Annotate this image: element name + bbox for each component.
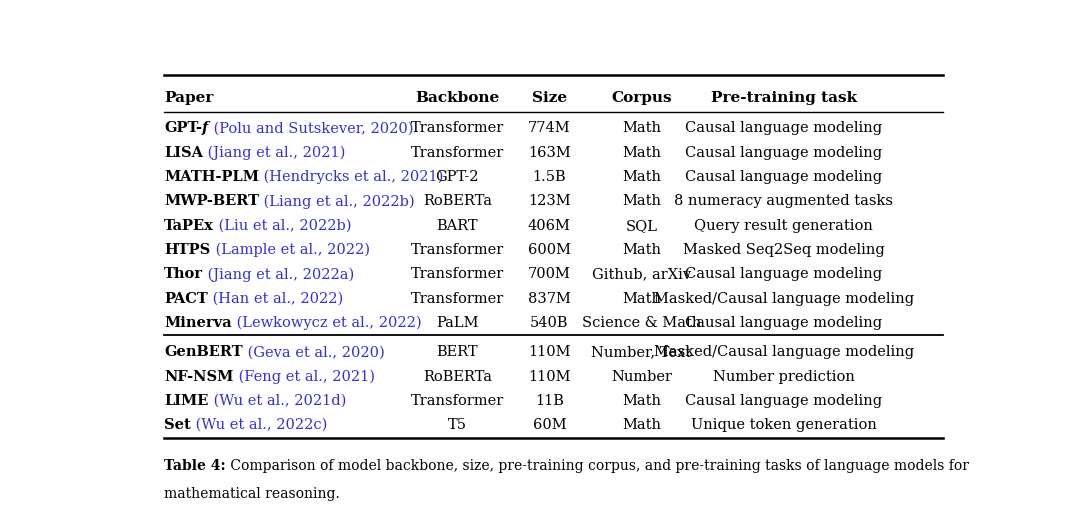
Text: 60M: 60M — [532, 418, 566, 432]
Text: Unique token generation: Unique token generation — [691, 418, 877, 432]
FancyBboxPatch shape — [876, 479, 963, 504]
Text: 774M: 774M — [528, 122, 570, 135]
Text: MATH-PLM: MATH-PLM — [164, 170, 259, 184]
Text: 406M: 406M — [528, 219, 570, 233]
Text: Github, arXiv: Github, arXiv — [592, 267, 691, 281]
Text: Causal language modeling: Causal language modeling — [685, 170, 882, 184]
Text: Causal language modeling: Causal language modeling — [685, 394, 882, 408]
Text: Transformer: Transformer — [410, 267, 504, 281]
Text: f: f — [202, 122, 208, 135]
Text: (Wu et al., 2022c): (Wu et al., 2022c) — [191, 418, 327, 432]
Text: 8 numeracy augmented tasks: 8 numeracy augmented tasks — [674, 194, 893, 208]
Text: 1.5B: 1.5B — [532, 170, 566, 184]
Text: 600M: 600M — [528, 243, 571, 257]
Text: Set: Set — [164, 418, 191, 432]
Text: (Jiang et al., 2022a): (Jiang et al., 2022a) — [203, 267, 354, 281]
Text: GenBERT: GenBERT — [164, 345, 243, 359]
Text: (Wu et al., 2021d): (Wu et al., 2021d) — [208, 394, 346, 408]
Text: (Lample et al., 2022): (Lample et al., 2022) — [211, 243, 369, 258]
Text: Math: Math — [622, 194, 661, 208]
Text: Thor: Thor — [164, 267, 203, 281]
Text: Table 4:: Table 4: — [164, 459, 226, 473]
Text: (Jiang et al., 2021): (Jiang et al., 2021) — [203, 146, 346, 160]
Text: Transformer: Transformer — [410, 146, 504, 160]
Text: Math: Math — [622, 146, 661, 160]
Text: BART: BART — [436, 219, 478, 233]
Text: Causal language modeling: Causal language modeling — [685, 146, 882, 160]
Text: (Hendrycks et al., 2021): (Hendrycks et al., 2021) — [259, 170, 444, 184]
Text: 700M: 700M — [528, 267, 570, 281]
Text: 837M: 837M — [528, 292, 570, 305]
Text: Math: Math — [622, 170, 661, 184]
Text: (Geva et al., 2020): (Geva et al., 2020) — [243, 345, 384, 359]
Text: Causal language modeling: Causal language modeling — [685, 267, 882, 281]
Text: Minerva: Minerva — [164, 316, 232, 330]
Text: (Liu et al., 2022b): (Liu et al., 2022b) — [214, 219, 352, 233]
Text: 110M: 110M — [528, 370, 570, 383]
Text: php: php — [891, 487, 914, 496]
Text: Transformer: Transformer — [410, 122, 504, 135]
Text: Transformer: Transformer — [410, 292, 504, 305]
Text: TaPEx: TaPEx — [164, 219, 214, 233]
Text: PACT: PACT — [164, 292, 208, 305]
Text: Math: Math — [622, 394, 661, 408]
Text: Size: Size — [531, 91, 567, 105]
Text: (Liang et al., 2022b): (Liang et al., 2022b) — [259, 194, 415, 209]
Text: PaLM: PaLM — [436, 316, 478, 330]
Text: (Polu and Sutskever, 2020): (Polu and Sutskever, 2020) — [208, 122, 413, 135]
Text: MWP-BERT: MWP-BERT — [164, 194, 259, 208]
Text: LISA: LISA — [164, 146, 203, 160]
Text: 123M: 123M — [528, 194, 570, 208]
Text: 中文网: 中文网 — [919, 487, 936, 496]
Text: RoBERTa: RoBERTa — [422, 194, 491, 208]
Text: Math: Math — [622, 243, 661, 257]
Text: Masked/Causal language modeling: Masked/Causal language modeling — [653, 345, 914, 359]
Text: Math: Math — [622, 122, 661, 135]
Text: RoBERTa: RoBERTa — [422, 370, 491, 383]
Text: LIME: LIME — [164, 394, 208, 408]
Text: Number, Text: Number, Text — [592, 345, 691, 359]
Text: Masked/Causal language modeling: Masked/Causal language modeling — [653, 292, 914, 305]
Text: BERT: BERT — [436, 345, 478, 359]
Text: Causal language modeling: Causal language modeling — [685, 122, 882, 135]
Text: Masked Seq2Seq modeling: Masked Seq2Seq modeling — [683, 243, 885, 257]
Text: Backbone: Backbone — [415, 91, 499, 105]
Text: 110M: 110M — [528, 345, 570, 359]
Text: Math: Math — [622, 418, 661, 432]
Text: Query result generation: Query result generation — [694, 219, 873, 233]
Text: Transformer: Transformer — [410, 243, 504, 257]
Text: Pre-training task: Pre-training task — [711, 91, 856, 105]
Text: Transformer: Transformer — [410, 394, 504, 408]
Text: NF-NSM: NF-NSM — [164, 370, 233, 383]
Text: Comparison of model backbone, size, pre-training corpus, and pre-training tasks : Comparison of model backbone, size, pre-… — [226, 459, 969, 473]
Text: Causal language modeling: Causal language modeling — [685, 316, 882, 330]
Text: (Feng et al., 2021): (Feng et al., 2021) — [233, 370, 375, 384]
Text: 540B: 540B — [530, 316, 568, 330]
Text: Corpus: Corpus — [611, 91, 672, 105]
Text: HTPS: HTPS — [164, 243, 211, 257]
Text: GPT-: GPT- — [164, 122, 202, 135]
Text: SQL: SQL — [625, 219, 658, 233]
Text: mathematical reasoning.: mathematical reasoning. — [164, 488, 340, 501]
Text: (Han et al., 2022): (Han et al., 2022) — [208, 292, 343, 305]
Text: Paper: Paper — [164, 91, 214, 105]
Text: Science & Math: Science & Math — [582, 316, 701, 330]
Text: 163M: 163M — [528, 146, 570, 160]
Text: 11B: 11B — [535, 394, 564, 408]
Text: GPT-2: GPT-2 — [435, 170, 480, 184]
Text: Math: Math — [622, 292, 661, 305]
Text: Number prediction: Number prediction — [713, 370, 854, 383]
Text: T5: T5 — [448, 418, 467, 432]
Text: Number: Number — [611, 370, 672, 383]
Text: (Lewkowycz et al., 2022): (Lewkowycz et al., 2022) — [232, 316, 421, 330]
